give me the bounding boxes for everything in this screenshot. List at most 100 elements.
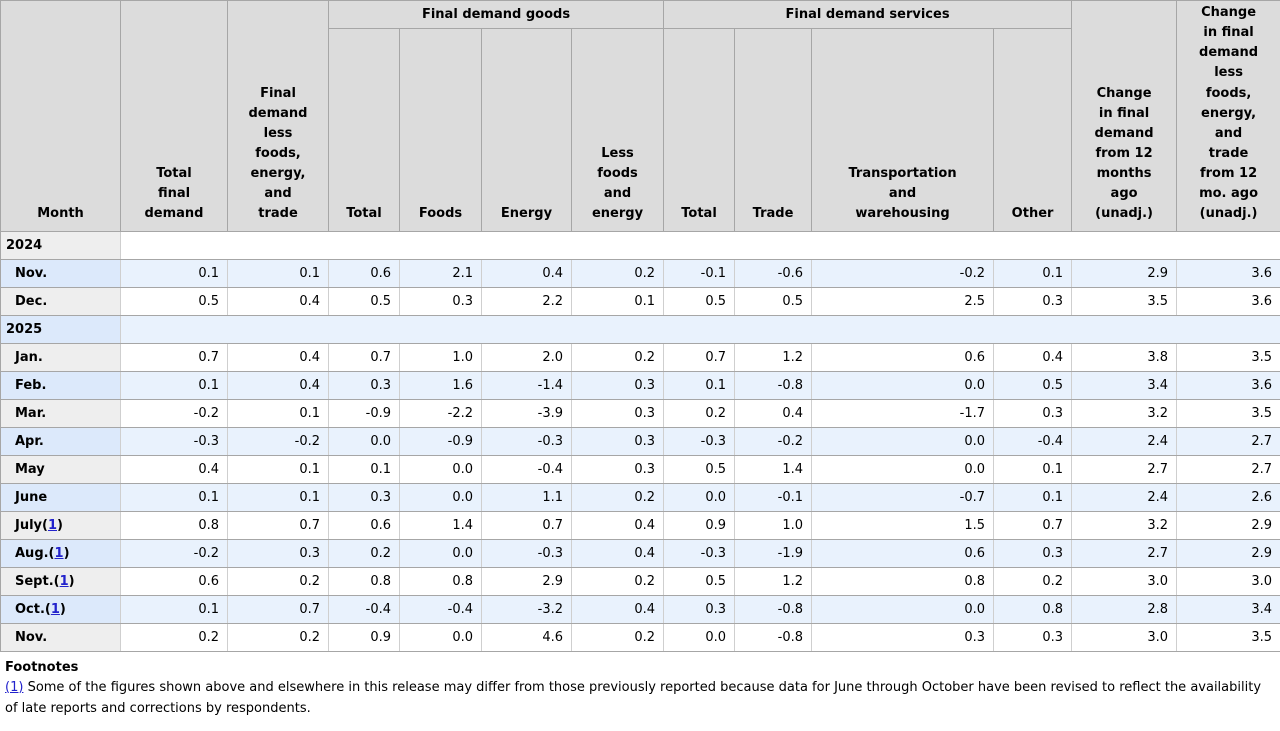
value-cell: 0.4: [570, 510, 665, 540]
value-cell: 3.0: [1071, 622, 1178, 652]
value-cell: -0.9: [328, 398, 400, 428]
value-cell: 0.3: [993, 538, 1073, 568]
year-row: 2025: [0, 314, 1280, 344]
col-header-goods-total: Total: [328, 28, 400, 232]
month-label: Nov.: [0, 258, 121, 288]
value-cell: 3.5: [1176, 398, 1280, 428]
value-cell: 3.2: [1071, 510, 1178, 540]
year-row-filler: [119, 230, 1280, 260]
value-cell: 0.7: [481, 510, 572, 540]
value-cell: 3.6: [1176, 286, 1280, 316]
value-cell: 0.0: [811, 594, 995, 624]
value-cell: -0.4: [993, 426, 1073, 456]
col-header-goods-foods: Foods: [399, 28, 482, 232]
value-cell: 2.9: [481, 566, 572, 596]
value-cell: 0.7: [227, 510, 329, 540]
value-cell: 0.5: [120, 286, 228, 316]
value-cell: 2.1: [399, 258, 482, 288]
footnote-marker-link[interactable]: (1): [5, 679, 24, 695]
month-label: Aug.(1): [0, 538, 121, 568]
col-header-fd-less-fet: Final demand less foods, energy, and tra…: [227, 0, 329, 232]
month-footnote-link[interactable]: 1: [47, 517, 58, 533]
value-cell: 3.2: [1071, 398, 1178, 428]
value-cell: 0.2: [570, 566, 665, 596]
value-cell: -3.2: [481, 594, 572, 624]
value-cell: 3.5: [1176, 342, 1280, 372]
value-cell: 3.5: [1176, 622, 1280, 652]
month-footnote-link[interactable]: 1: [54, 545, 64, 561]
value-cell: -0.2: [120, 398, 228, 428]
col-header-goods-energy: Energy: [481, 28, 572, 232]
value-cell: 0.6: [328, 510, 400, 540]
value-cell: 0.6: [811, 538, 995, 568]
value-cell: 2.7: [1071, 538, 1178, 568]
value-cell: -0.2: [120, 538, 228, 568]
value-cell: 2.4: [1071, 482, 1178, 512]
value-cell: 0.3: [663, 594, 736, 624]
value-cell: 0.4: [570, 538, 665, 568]
value-cell: -0.4: [399, 594, 482, 624]
value-cell: 0.1: [227, 398, 329, 428]
value-cell: -2.2: [399, 398, 482, 428]
month-label: Dec.: [0, 286, 121, 316]
value-cell: 1.4: [734, 454, 813, 484]
value-cell: 0.1: [993, 258, 1073, 288]
month-label: June: [0, 482, 121, 512]
value-cell: 0.2: [993, 566, 1073, 596]
footnote-item: (1) Some of the figures shown above and …: [5, 677, 1268, 719]
year-label: 2025: [0, 314, 121, 344]
value-cell: 0.8: [993, 594, 1073, 624]
month-label: Apr.: [0, 426, 121, 456]
value-cell: 0.0: [399, 538, 482, 568]
value-cell: 2.7: [1176, 426, 1280, 456]
value-cell: 0.4: [993, 342, 1073, 372]
value-cell: 0.7: [120, 342, 228, 372]
value-cell: 0.4: [227, 286, 329, 316]
value-cell: 0.0: [811, 454, 995, 484]
value-cell: 0.4: [570, 594, 665, 624]
col-header-services-other: Other: [993, 28, 1073, 232]
value-cell: 0.2: [227, 622, 329, 652]
value-cell: 0.3: [328, 482, 400, 512]
value-cell: 0.0: [663, 482, 736, 512]
value-cell: 0.4: [481, 258, 572, 288]
value-cell: 0.0: [399, 482, 482, 512]
table-row: Dec. 0.5 0.4 0.5 0.3 2.2 0.1 0.5 0.5 2.5 0.3 3.5 3.6: [0, 286, 1280, 316]
month-label: Sept.(1): [0, 566, 121, 596]
value-cell: -0.1: [734, 482, 813, 512]
month-footnote-link[interactable]: 1: [59, 573, 69, 589]
year-row: 2024: [0, 230, 1280, 260]
value-cell: 0.4: [227, 370, 329, 400]
table-row: Oct.(1) 0.1 0.7 -0.4 -0.4 -3.2 0.4 0.3 -0.8 0.0 0.…: [0, 594, 1280, 624]
value-cell: 0.4: [734, 398, 813, 428]
table-body: 2024 Nov. 0.1 0.1 0.6 2.1 0.4 0.2 -0.1 -0.6 -0.2 0.…: [0, 230, 1280, 652]
value-cell: -0.1: [663, 258, 736, 288]
col-header-total-final-demand: Total final demand: [120, 0, 228, 232]
table-row: June 0.1 0.1 0.3 0.0 1.1 0.2 0.0 -0.1 -0.7 0.1 2.4 2…: [0, 482, 1280, 512]
value-cell: 0.7: [328, 342, 400, 372]
value-cell: 0.5: [663, 454, 736, 484]
value-cell: 0.2: [120, 622, 228, 652]
value-cell: 2.9: [1071, 258, 1178, 288]
value-cell: 2.9: [1176, 510, 1280, 540]
value-cell: 2.8: [1071, 594, 1178, 624]
value-cell: -0.6: [734, 258, 813, 288]
value-cell: 0.0: [811, 370, 995, 400]
value-cell: 0.8: [328, 566, 400, 596]
value-cell: 0.1: [663, 370, 736, 400]
month-footnote-link[interactable]: 1: [50, 601, 60, 617]
value-cell: -0.7: [811, 482, 995, 512]
value-cell: 0.3: [811, 622, 995, 652]
col-header-change-12mo-less: Change in final demand less foods, energ…: [1176, 0, 1280, 232]
value-cell: 0.2: [570, 342, 665, 372]
value-cell: 0.1: [993, 454, 1073, 484]
value-cell: 0.1: [227, 258, 329, 288]
month-label: Jan.: [0, 342, 121, 372]
value-cell: 0.2: [570, 482, 665, 512]
value-cell: 3.6: [1176, 258, 1280, 288]
value-cell: 0.1: [227, 454, 329, 484]
value-cell: 0.5: [663, 566, 736, 596]
value-cell: 0.3: [570, 454, 665, 484]
col-header-services-trade: Trade: [734, 28, 813, 232]
table-row: Jan. 0.7 0.4 0.7 1.0 2.0 0.2 0.7 1.2 0.6 0.4 3.8 3.5: [0, 342, 1280, 372]
